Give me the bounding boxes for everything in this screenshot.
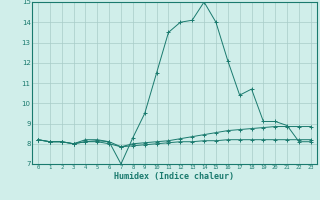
X-axis label: Humidex (Indice chaleur): Humidex (Indice chaleur) <box>115 172 234 181</box>
